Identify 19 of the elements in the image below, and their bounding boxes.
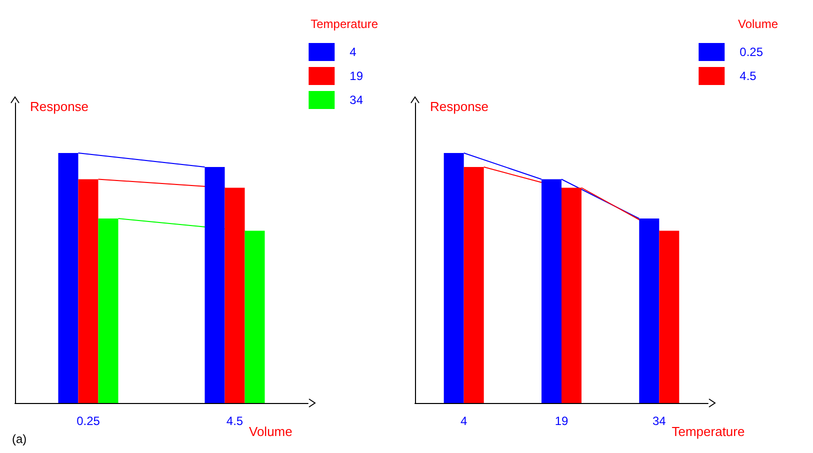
text: (a) [12,432,27,446]
x-axis-title: Volume [248,424,292,439]
legend-label: 0.25 [740,45,764,59]
x-tick-label: 34 [652,414,666,428]
y-axis-title: Response [30,99,89,114]
x-tick-label: 4.5 [226,414,244,428]
bar [224,188,245,403]
legend-label: 19 [350,69,364,83]
x-tick-label: 4 [460,414,468,428]
y-axis-title: Response [430,99,489,114]
bar [244,230,265,403]
x-tick-label: 0.25 [76,414,100,428]
legend-label: 34 [350,93,364,107]
x-tick-label: 19 [554,414,568,428]
legend-label: 4 [350,45,357,59]
legend-title: Temperature [310,17,378,31]
x-axis-title: Temperature [672,424,745,439]
legend-title: Volume [738,17,778,31]
legend-label: 4.5 [740,69,757,83]
